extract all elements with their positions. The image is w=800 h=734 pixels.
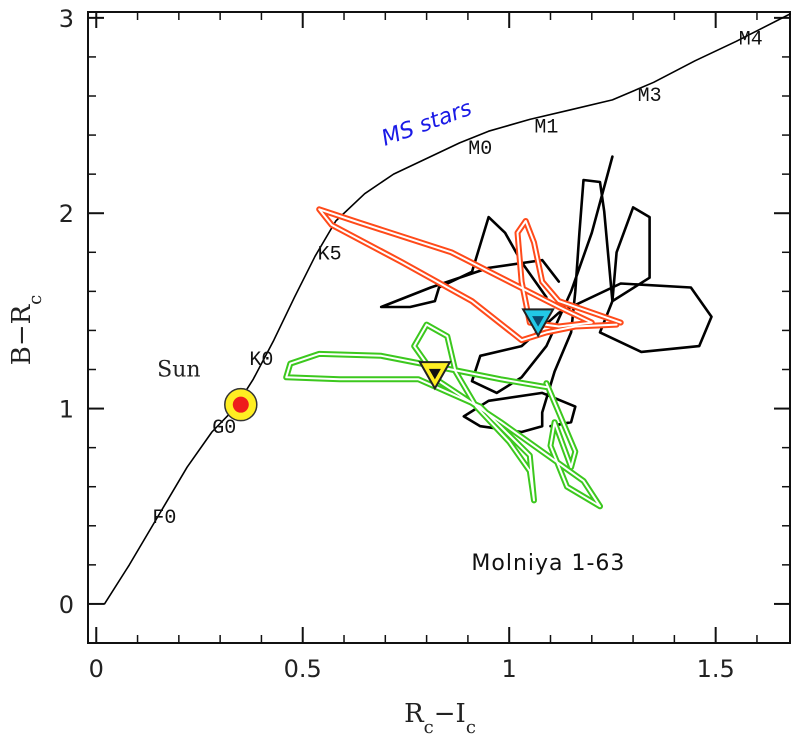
- marker-inner: [532, 316, 545, 327]
- annotation: K5: [318, 243, 342, 266]
- annotation: Sun: [157, 358, 200, 383]
- axis-title-part: B−R: [7, 303, 37, 365]
- annotation: M1: [534, 116, 558, 139]
- y-axis-title: B−Rc: [7, 295, 46, 366]
- axis-title-part: c: [25, 295, 46, 305]
- axis-title-part: −I: [434, 699, 466, 729]
- series-line: [462, 155, 713, 434]
- x-axis-title: Rc−Ic: [404, 699, 476, 734]
- y-tick-label: 3: [59, 5, 74, 33]
- annotation: F0: [152, 507, 176, 530]
- marker-inner: [428, 368, 441, 380]
- annotation: G0: [212, 417, 236, 440]
- annotation: M3: [638, 85, 662, 108]
- y-tick-label: 0: [59, 591, 74, 619]
- y-tick-label: 1: [59, 396, 74, 424]
- axis-title-part: R: [404, 699, 425, 729]
- axis-title-part: c: [424, 717, 434, 734]
- axis-title-part: c: [466, 717, 476, 734]
- x-tick-label: 0: [89, 655, 104, 683]
- marker-inner: [232, 396, 249, 413]
- series-line: [283, 321, 603, 510]
- x-tick-label: 0.5: [284, 655, 322, 683]
- annotation: M0: [468, 138, 492, 161]
- plot-frame: [87, 11, 791, 644]
- series-line-core: [285, 323, 601, 508]
- x-tick-label: 1: [502, 655, 517, 683]
- annotation: M4: [739, 28, 763, 51]
- series-line: [103, 13, 791, 605]
- series-line-core: [318, 208, 622, 342]
- x-tick-label: 1.5: [697, 655, 735, 683]
- annotation: K0: [249, 349, 273, 372]
- annotation: Molniya 1-63: [471, 551, 625, 576]
- y-tick-label: 2: [59, 200, 74, 228]
